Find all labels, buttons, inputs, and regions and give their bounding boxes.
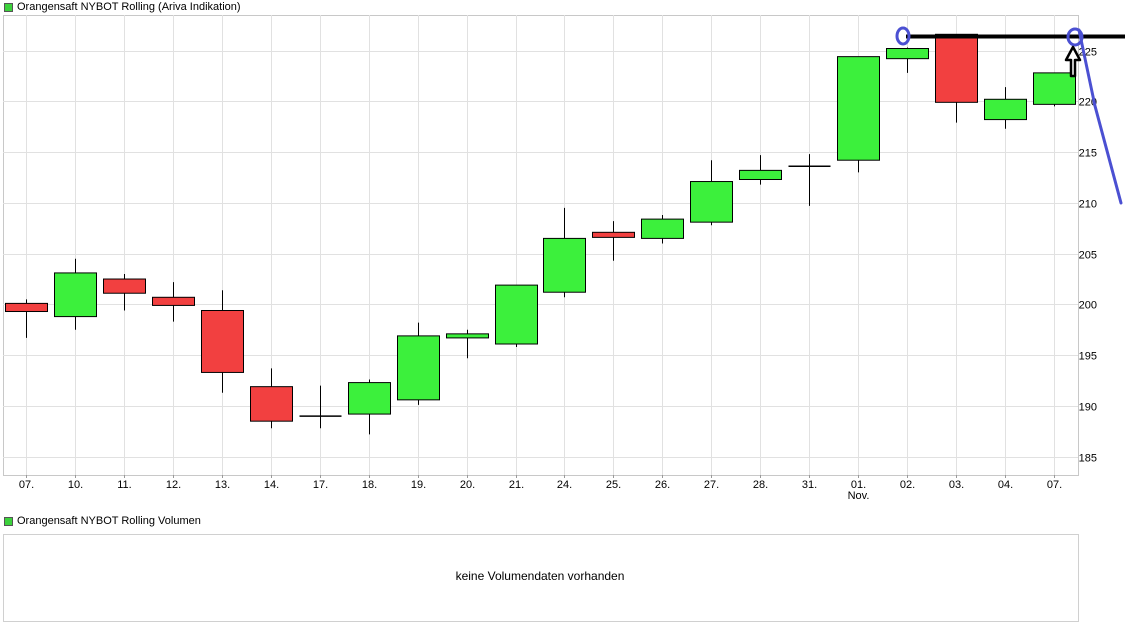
chart-legend: Orangensaft NYBOT Rolling (Ariva Indikat…	[4, 0, 241, 14]
x-tick-label: 11.	[117, 479, 131, 491]
candle-body	[103, 278, 146, 294]
candle-body	[739, 169, 782, 181]
candle-body	[446, 333, 489, 339]
x-tick-label: 01.	[851, 479, 866, 491]
candle-body	[984, 98, 1027, 121]
x-tick-label: 24.	[557, 479, 572, 491]
x-tick-sublabel: Nov.	[848, 490, 870, 502]
y-tick-label: 210	[1079, 199, 1097, 211]
annotation-trend-line	[1077, 28, 1123, 205]
x-tick-label: 03.	[949, 479, 964, 491]
annotation-circle	[895, 26, 911, 46]
x-tick-label: 07.	[1047, 479, 1062, 491]
candle-body	[250, 386, 293, 422]
volume-legend-swatch-icon	[4, 516, 13, 526]
volume-title: Orangensaft NYBOT Rolling Volumen	[17, 515, 201, 527]
candle-body	[1033, 72, 1076, 105]
candle-body	[54, 272, 97, 318]
candle-body	[886, 48, 929, 60]
candle-body	[543, 237, 586, 293]
candle-body	[495, 284, 538, 345]
x-tick-label: 31.	[802, 479, 817, 491]
volume-legend: Orangensaft NYBOT Rolling Volumen	[4, 514, 201, 528]
y-tick-label: 195	[1079, 351, 1097, 363]
y-tick-label: 215	[1079, 148, 1097, 160]
candle-body	[935, 33, 978, 103]
plot-frame	[3, 15, 1079, 476]
candle-body	[592, 231, 635, 238]
candle-body	[690, 181, 733, 223]
candle-body	[397, 335, 440, 401]
candle-body	[348, 382, 391, 415]
x-tick-label: 19.	[411, 479, 426, 491]
y-tick-label: 205	[1079, 250, 1097, 262]
y-tick-label: 200	[1079, 300, 1097, 312]
x-tick-label: 07.	[19, 479, 34, 491]
x-tick-label: 17.	[313, 479, 328, 491]
candle-body	[201, 309, 244, 373]
x-tick-label: 20.	[460, 479, 475, 491]
x-tick-label: 14.	[264, 479, 279, 491]
x-tick-label: 25.	[606, 479, 621, 491]
volume-empty-message: keine Volumendaten vorhanden	[455, 569, 625, 583]
y-tick-label: 190	[1079, 402, 1097, 414]
x-tick-label: 10.	[68, 479, 83, 491]
x-tick-label: 13.	[215, 479, 230, 491]
x-tick-label: 26.	[655, 479, 670, 491]
x-tick-label: 28.	[753, 479, 768, 491]
x-tick-label: 04.	[998, 479, 1013, 491]
x-tick-label: 27.	[704, 479, 719, 491]
candle-body	[641, 218, 684, 239]
chart-title: Orangensaft NYBOT Rolling (Ariva Indikat…	[17, 1, 241, 13]
volume-panel: keine Volumendaten vorhanden	[3, 534, 1079, 622]
x-tick-label: 18.	[362, 479, 377, 491]
candle-body	[5, 302, 48, 313]
x-tick-label: 21.	[509, 479, 524, 491]
arrow-up-icon	[1064, 45, 1082, 78]
candle-body	[152, 296, 195, 306]
y-tick-label: 185	[1079, 453, 1097, 465]
x-tick-label: 12.	[166, 479, 181, 491]
x-tick-label: 02.	[900, 479, 915, 491]
legend-swatch-icon	[4, 2, 13, 12]
candle-body	[837, 56, 880, 161]
